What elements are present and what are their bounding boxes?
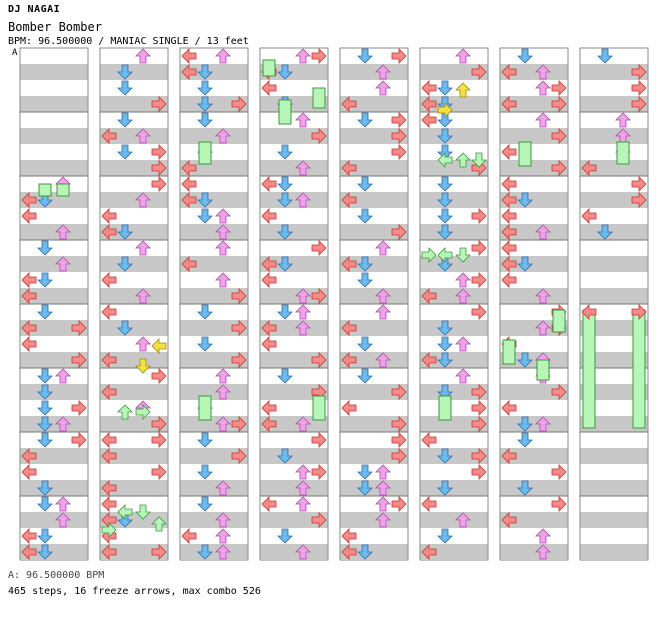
freeze-arrow-icon [312, 395, 326, 421]
chart-summary: 465 steps, 16 freeze arrows, max combo 5… [8, 586, 261, 597]
chart-column [99, 47, 169, 561]
freeze-arrow-icon [198, 395, 212, 421]
freeze-arrow-icon [278, 99, 292, 125]
artist: DJ NAGAI [8, 4, 61, 15]
chart-column [179, 47, 249, 561]
freeze-arrow-icon [502, 339, 516, 365]
chart-column [579, 47, 649, 561]
chart-column [259, 47, 329, 561]
chart-column [339, 47, 409, 561]
freeze-arrow-icon [438, 395, 452, 421]
freeze-arrow-icon [56, 183, 70, 197]
freeze-arrow-icon [262, 59, 276, 77]
freeze-arrow-icon [198, 141, 212, 165]
freeze-arrow-icon [312, 87, 326, 109]
freeze-arrow-icon [616, 141, 630, 165]
bpm-marker: A [12, 48, 18, 58]
freeze-arrow-icon [518, 141, 532, 167]
bpm-note: A: 96.500000 BPM [8, 570, 105, 581]
chart-column [19, 47, 89, 561]
chart-column [419, 47, 489, 561]
song-title: Bomber Bomber [8, 20, 102, 34]
freeze-arrow-icon [632, 309, 646, 429]
chart-meta: BPM: 96.500000 / MANIAC SINGLE / 13 feet [8, 36, 249, 47]
freeze-arrow-icon [38, 183, 52, 197]
freeze-arrow-icon [536, 359, 550, 381]
chart-column [499, 47, 569, 561]
freeze-arrow-icon [582, 309, 596, 429]
freeze-arrow-icon [552, 309, 566, 333]
